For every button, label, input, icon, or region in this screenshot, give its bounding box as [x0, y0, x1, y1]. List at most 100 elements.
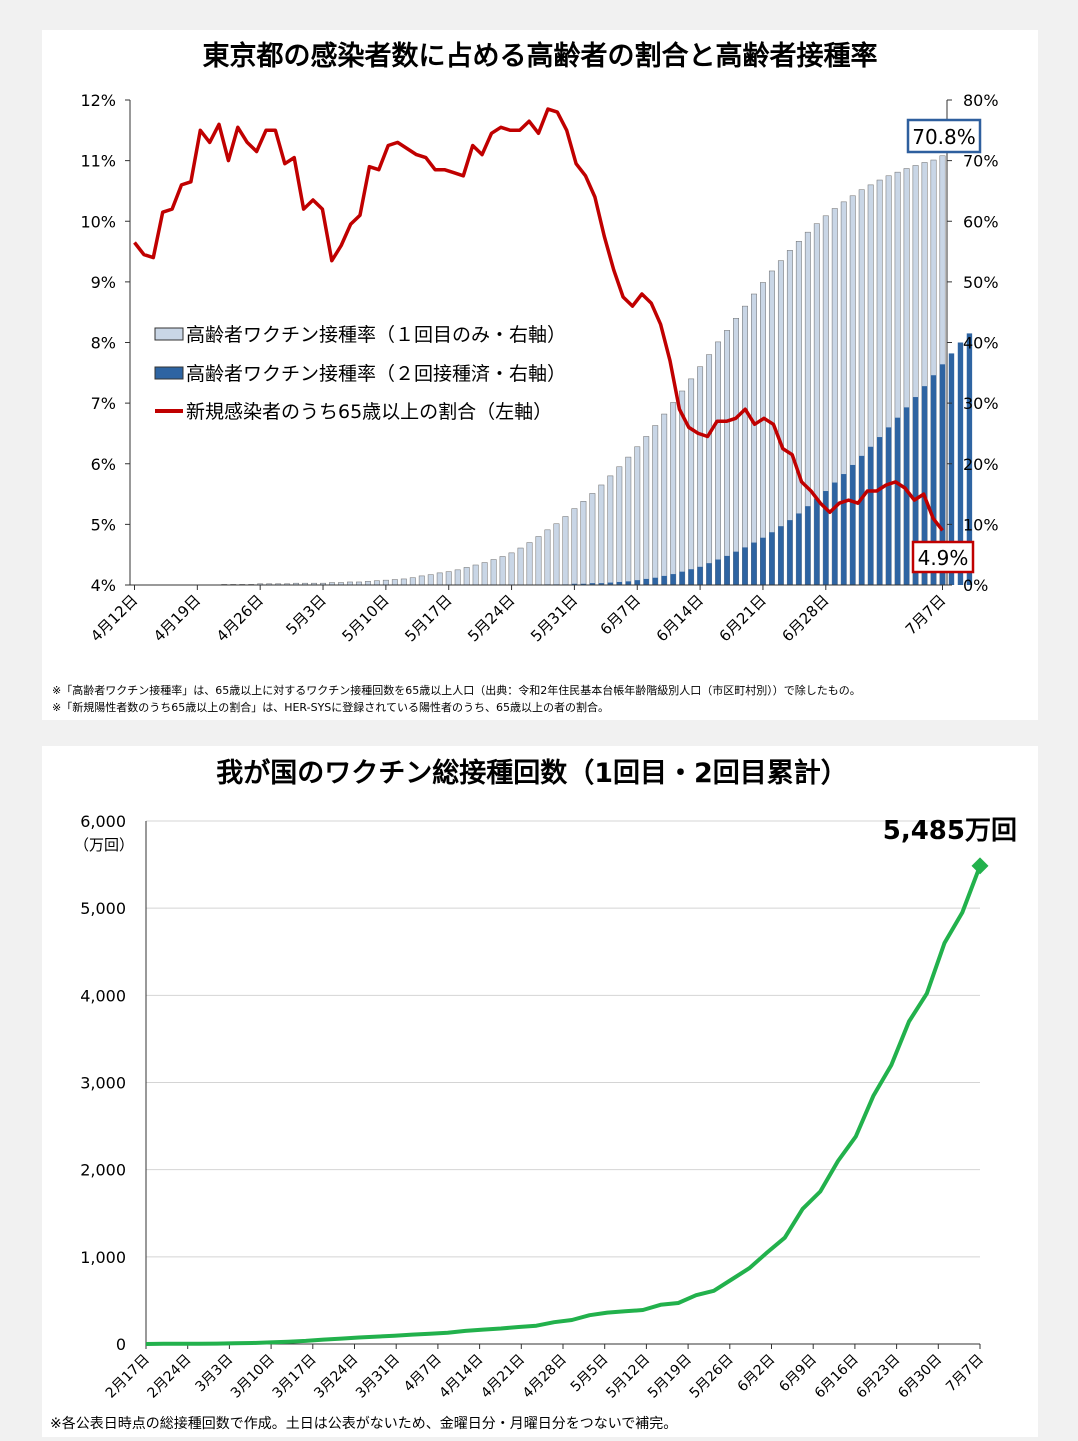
- x-tick-label: 5月17日: [401, 591, 455, 645]
- left-tick-label: 7%: [91, 394, 116, 413]
- x-tick-label: 6月7日: [597, 591, 644, 638]
- chart-title: 東京都の感染者数に占める高齢者の割合と高齢者接種率: [203, 40, 878, 72]
- bar-dose1: [472, 564, 479, 586]
- x-tick-label: 6月23日: [853, 1352, 903, 1402]
- bar-dose2: [823, 491, 829, 585]
- bar-dose2: [643, 578, 649, 585]
- bar-dose1: [391, 579, 398, 586]
- legend-label-line: 新規感染者のうち65歳以上の割合（左軸）: [186, 401, 552, 423]
- bar-dose1: [562, 516, 569, 586]
- bar-dose1: [751, 293, 757, 586]
- bar-dose1: [634, 446, 641, 586]
- bar-dose1: [526, 542, 533, 586]
- bar-dose1: [670, 402, 677, 586]
- bar-dose2: [930, 375, 937, 585]
- bar-dose1: [499, 556, 506, 586]
- left-tick-label: 6%: [91, 455, 116, 474]
- bar-dose2: [903, 407, 910, 585]
- line-total-vaccinations: [145, 865, 982, 1346]
- bar-dose1: [409, 577, 416, 586]
- legend-label-dose2: 高齢者ワクチン接種率（２回接種済・右軸）: [186, 363, 566, 385]
- bar-dose1: [733, 318, 739, 586]
- left-tick-label: 11%: [80, 152, 116, 171]
- x-tick-label: 5月26日: [687, 1352, 737, 1402]
- callout-line: 4.9%: [911, 540, 975, 574]
- y-tick-label: 6,000: [80, 812, 126, 831]
- elderly-vaccination-chart: 東京都の感染者数に占める高齢者の割合と高齢者接種率 4% 5% 6% 7% 8% 9% 10…: [52, 40, 999, 714]
- national-vaccination-chart-panel: 我が国のワクチン総接種回数（1回目・2回目累計） （万回） 0 1,000 2,00…: [42, 746, 1038, 1437]
- x-tick-label: 5月3日: [282, 591, 329, 638]
- bar-dose1: [607, 475, 614, 586]
- bar-dose2: [796, 513, 802, 585]
- bar-dose2: [751, 542, 757, 585]
- callout-latest: 5,485万回: [883, 816, 1017, 846]
- bar-dose2: [867, 446, 874, 585]
- bar-dose2: [814, 498, 820, 585]
- x-tick-label: 7月7日: [902, 591, 949, 638]
- left-tick-label: 10%: [80, 212, 116, 231]
- bar-dose2: [715, 559, 721, 585]
- right-tick-label: 60%: [963, 212, 999, 231]
- legend-label-dose1: 高齢者ワクチン接種率（１回目のみ・右軸）: [186, 324, 566, 346]
- left-tick-label: 5%: [91, 515, 116, 534]
- right-tick-label: 40%: [963, 334, 999, 353]
- bar-dose2: [589, 583, 596, 585]
- bar-dose1: [571, 508, 578, 586]
- footnote-2: ※「新規陽性者数のうち65歳以上の割合」は、HER-SYSに登録されている陽性者…: [52, 700, 609, 714]
- right-tick-label: 80%: [963, 91, 999, 110]
- bar-dose1: [490, 559, 497, 586]
- legend: 高齢者ワクチン接種率（１回目のみ・右軸） 高齢者ワクチン接種率（２回接種済・右軸…: [154, 324, 566, 423]
- bar-dose1: [400, 578, 407, 586]
- chart-title: 我が国のワクチン総接種回数（1回目・2回目累計）: [216, 757, 848, 789]
- bar-dose1: [625, 456, 632, 586]
- y-tick-label: 5,000: [80, 899, 126, 918]
- x-tick-label: 3月10日: [228, 1352, 278, 1402]
- bar-dose2: [580, 583, 587, 585]
- bar-dose1: [454, 569, 461, 586]
- right-tick-label: 50%: [963, 273, 999, 292]
- bar-dose1: [661, 413, 668, 586]
- elderly-vaccination-chart-panel: 東京都の感染者数に占める高齢者の割合と高齢者接種率 4% 5% 6% 7% 8% 9% 10…: [42, 30, 1038, 720]
- bar-dose1: [373, 580, 380, 586]
- line-elderly-share: [133, 107, 944, 532]
- bar-dose2: [679, 571, 685, 585]
- bar-dose1: [481, 562, 488, 586]
- x-tick-label: 6月2日: [735, 1352, 779, 1396]
- bar-dose2: [778, 526, 784, 585]
- x-tick-label: 3月31日: [353, 1352, 403, 1402]
- left-tick-label: 12%: [80, 91, 116, 110]
- bar-dose2: [697, 566, 703, 585]
- y-tick-label: 3,000: [80, 1074, 126, 1093]
- bar-dose2: [939, 364, 946, 585]
- x-tick-label: 2月17日: [103, 1352, 153, 1402]
- bar-dose1: [436, 572, 443, 586]
- bar-dose1: [697, 366, 704, 586]
- national-vaccination-chart: 我が国のワクチン総接種回数（1回目・2回目累計） （万回） 0 1,000 2,00…: [50, 757, 1017, 1432]
- callout-dose1-label: 70.8%: [912, 125, 976, 149]
- bar-dose2: [850, 464, 856, 585]
- bar-dose2: [724, 555, 730, 585]
- bar-dose2: [912, 397, 919, 585]
- bar-dose1: [715, 341, 722, 586]
- bar-dose2: [634, 580, 640, 585]
- callout-line-label: 4.9%: [918, 546, 969, 570]
- bar-dose2: [859, 455, 865, 585]
- bar-dose1: [517, 547, 524, 586]
- x-tick-label: 6月30日: [895, 1352, 945, 1402]
- x-tick-label: 2月24日: [145, 1352, 195, 1402]
- bar-dose1: [508, 552, 515, 586]
- bar-dose2: [894, 417, 901, 585]
- y-axis-unit: （万回）: [74, 836, 134, 854]
- bar-dose2: [733, 551, 739, 585]
- x-tick-label: 6月14日: [653, 591, 707, 645]
- right-tick-label: 30%: [963, 394, 999, 413]
- bar-dose1: [598, 484, 605, 586]
- bar-dose1: [589, 493, 596, 586]
- bar-dose2: [688, 569, 694, 585]
- bar-dose2: [616, 581, 622, 585]
- footnote: ※各公表日時点の総接種回数で作成。土日は公表がないため、金曜日分・月曜日分をつな…: [50, 1415, 677, 1432]
- bar-dose2: [706, 563, 712, 585]
- x-tick-label: 4月12日: [87, 591, 141, 645]
- bar-dose2: [652, 577, 658, 585]
- x-tick-label: 6月28日: [778, 591, 832, 645]
